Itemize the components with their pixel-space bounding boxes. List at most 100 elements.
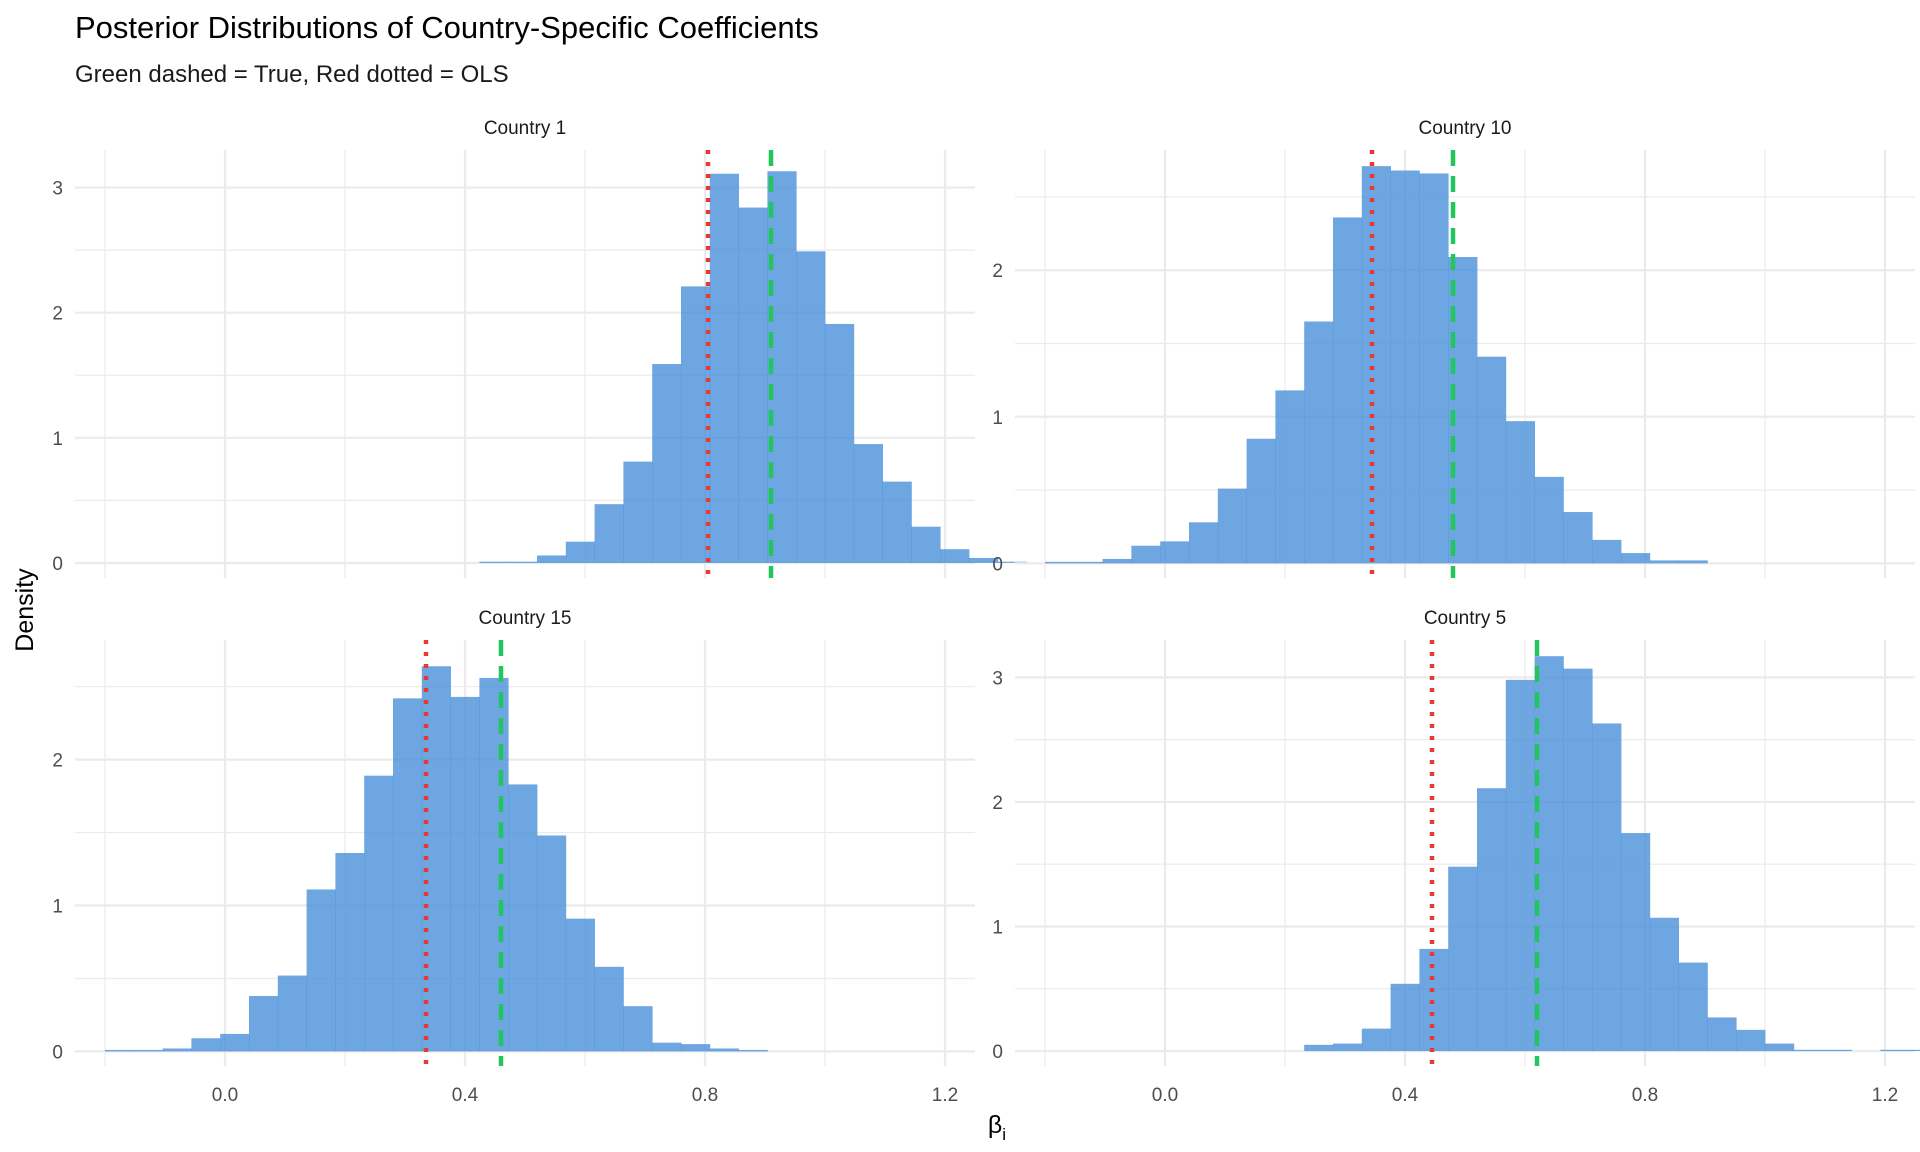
- histogram-bar: [249, 995, 279, 1052]
- y-tick-label: 0: [992, 1042, 1003, 1063]
- histogram-bar: [306, 889, 336, 1052]
- histogram-bar: [565, 541, 595, 563]
- histogram-bar: [508, 561, 538, 563]
- y-tick-label: 1: [52, 429, 63, 450]
- x-tick-label: 1.2: [1872, 1085, 1898, 1106]
- histogram-bar: [1390, 983, 1420, 1052]
- histogram-bar: [1765, 1043, 1795, 1052]
- histogram-bar: [825, 323, 855, 563]
- x-axis-title: βi: [988, 1111, 1006, 1144]
- x-axis-title-symbol: β: [988, 1111, 1002, 1139]
- histogram-bar: [997, 561, 1027, 563]
- histogram-bar: [364, 775, 394, 1052]
- histogram-bar: [1563, 512, 1593, 564]
- histogram-bar: [1534, 476, 1564, 564]
- histogram-bar: [969, 557, 999, 563]
- histogram-bar: [105, 1049, 135, 1052]
- y-tick-label: 3: [992, 668, 1003, 689]
- histogram-bar: [652, 1042, 682, 1052]
- histogram-bar: [1505, 421, 1535, 564]
- strip-label: Country 1: [484, 118, 566, 139]
- strip-label: Country 10: [1419, 118, 1512, 139]
- x-tick-label: 0.0: [212, 1085, 238, 1106]
- histogram-bar: [1477, 788, 1507, 1052]
- histogram-bar: [1909, 1049, 1920, 1052]
- strip-label: Country 5: [1424, 608, 1506, 629]
- histogram-bar: [1621, 833, 1651, 1052]
- panel-country-15: Country 15 0 1 2 0.0 0.4 0.8 1.2: [52, 608, 975, 1106]
- histogram-bar: [1419, 173, 1449, 564]
- histogram-bar: [709, 1048, 739, 1052]
- histogram-bar: [1592, 723, 1622, 1052]
- histogram-bar: [1448, 866, 1478, 1052]
- histogram-bar: [508, 784, 538, 1052]
- y-tick-label: 2: [992, 793, 1003, 814]
- histogram-bar: [594, 966, 624, 1052]
- histogram-bar: [1649, 560, 1679, 564]
- histogram-bar: [1534, 656, 1564, 1052]
- histogram-bar: [479, 677, 509, 1052]
- histogram-bar: [1477, 356, 1507, 564]
- histogram-bar: [1160, 541, 1190, 564]
- x-axis-title-subscript: i: [1002, 1125, 1006, 1144]
- x-tick-label: 0.0: [1152, 1085, 1178, 1106]
- histogram-bar: [681, 1044, 711, 1052]
- histogram-bar: [1390, 170, 1420, 564]
- histogram-bar: [594, 504, 624, 563]
- histogram-bar: [681, 286, 711, 563]
- histogram-bar: [1649, 917, 1679, 1052]
- histogram-bar: [335, 853, 365, 1052]
- histogram-bar: [1621, 553, 1651, 564]
- histogram-bar: [709, 173, 739, 563]
- histogram-bar: [1045, 561, 1075, 564]
- y-tick-label: 0: [52, 554, 63, 575]
- histogram-bar: [940, 549, 970, 563]
- x-tick-label: 1.2: [932, 1085, 958, 1106]
- y-tick-label: 3: [52, 179, 63, 200]
- histogram-bar: [1304, 1044, 1334, 1052]
- histogram-bar: [1246, 438, 1276, 564]
- histogram-bar: [133, 1049, 163, 1052]
- histogram-bar: [1707, 1017, 1737, 1052]
- histogram-bar: [565, 918, 595, 1052]
- histogram-bar: [1361, 1028, 1391, 1052]
- y-tick-label: 2: [992, 261, 1003, 282]
- histogram-bar: [796, 251, 826, 563]
- y-axis-title: Density: [11, 568, 39, 652]
- histogram-bar: [738, 207, 768, 563]
- histogram-bar: [1505, 679, 1535, 1052]
- panel-country-10: Country 10 0 1 2: [992, 118, 1915, 578]
- x-tick-label: 0.8: [692, 1085, 718, 1106]
- histogram-bar: [162, 1048, 192, 1052]
- histogram-bar: [1361, 166, 1391, 564]
- histogram-bar: [1563, 668, 1593, 1052]
- histogram-bar: [1678, 560, 1708, 564]
- histogram-bar: [191, 1038, 221, 1052]
- y-tick-label: 2: [52, 304, 63, 325]
- histogram-bar: [1131, 545, 1161, 564]
- histogram-bar: [1217, 488, 1247, 564]
- histogram-bar: [853, 444, 883, 563]
- y-tick-label: 1: [52, 897, 63, 918]
- histogram-bar: [623, 1006, 653, 1052]
- histogram-bar: [738, 1049, 768, 1052]
- histogram-bar: [1592, 539, 1622, 564]
- strip-label: Country 15: [479, 608, 572, 629]
- x-tick-label: 0.4: [452, 1085, 479, 1106]
- histogram-bar: [537, 555, 567, 563]
- panel-country-1: Country 1 0 1 2 3: [52, 118, 1027, 578]
- panel-country-5: Country 5 0 1 2 3 0.0 0.4 0.8 1.2: [992, 608, 1920, 1106]
- histogram-bar: [1822, 1049, 1852, 1052]
- y-tick-label: 1: [992, 917, 1003, 938]
- histogram-bar: [911, 526, 941, 563]
- histogram-bar: [1073, 561, 1103, 564]
- chart-title: Posterior Distributions of Country-Speci…: [75, 10, 819, 45]
- chart-subtitle: Green dashed = True, Red dotted = OLS: [75, 61, 509, 88]
- histogram-bar: [1189, 522, 1219, 564]
- y-tick-label: 0: [992, 554, 1003, 575]
- y-tick-label: 0: [52, 1042, 63, 1063]
- histogram-bar: [1736, 1029, 1766, 1052]
- histogram-bar: [1275, 390, 1305, 564]
- histogram-bar: [1880, 1049, 1910, 1052]
